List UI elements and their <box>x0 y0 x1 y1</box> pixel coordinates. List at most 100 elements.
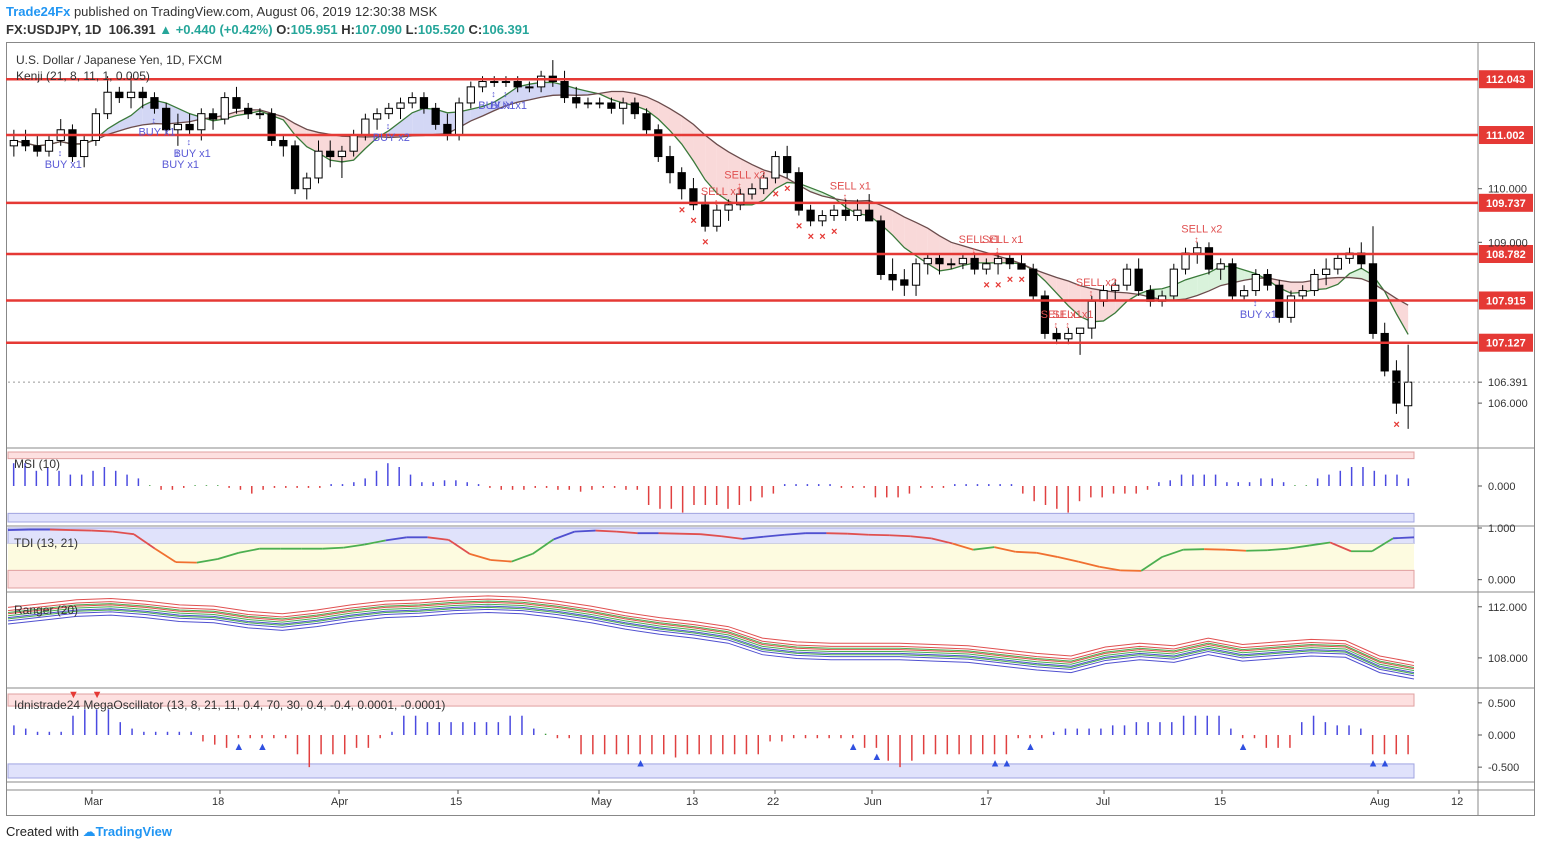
candle <box>759 177 768 190</box>
candle <box>1239 290 1249 297</box>
candle <box>454 102 464 136</box>
candle <box>68 129 77 158</box>
candle <box>1134 268 1143 292</box>
candle <box>958 257 968 265</box>
kenji-bull-fill <box>1208 266 1221 291</box>
sell-signal-label: SELL x1 <box>1052 309 1093 321</box>
tdi-pane[interactable]: 0.000 1.000 <box>6 523 1535 593</box>
msi-overbought-zone <box>7 451 1415 460</box>
low-label: L: <box>405 22 418 37</box>
tdi-line-segment <box>553 530 575 541</box>
price-tick-label: 109.000 <box>1488 237 1528 249</box>
main-price-pane[interactable]: 112.043 111.002 109.737 108.782 107.915 107.1… <box>6 60 1533 431</box>
tdi-line-segment <box>1246 549 1268 552</box>
tdi-line-segment <box>742 535 764 540</box>
tdi-label: TDI (13, 21) <box>14 536 78 550</box>
brand-link[interactable]: Trade24Fx <box>6 4 71 19</box>
candle <box>173 123 183 131</box>
tradingview-link[interactable]: TradingView <box>95 824 172 839</box>
time-axis[interactable]: Mar 18 Apr 15 May 13 22 Jun 17 Jul 15 Aug 12 <box>6 789 1535 808</box>
kenji-bear-fill <box>681 115 694 162</box>
time-tick-label: 15 <box>450 796 462 808</box>
chart-area[interactable]: 112.043 111.002 109.737 108.782 107.915 107.1… <box>6 42 1535 816</box>
kenji-bull-fill <box>810 187 823 196</box>
candle <box>665 156 675 174</box>
tdi-line-segment <box>889 534 911 538</box>
candle <box>595 102 604 105</box>
candle <box>935 257 944 265</box>
candle <box>372 113 382 120</box>
signal-arrow-icon: ↕ <box>503 89 508 99</box>
candle <box>466 86 475 104</box>
tdi-line-segment <box>847 532 869 536</box>
tdi-line-segment <box>1225 548 1247 552</box>
candle <box>150 97 159 109</box>
kenji-bear-fill <box>658 102 670 131</box>
tdi-line-segment <box>658 532 680 535</box>
tdi-line-segment <box>490 559 512 563</box>
kenji-bull-fill <box>1349 268 1362 279</box>
msi-pane[interactable]: 0.000 <box>6 447 1535 527</box>
candle <box>1122 268 1132 286</box>
kenji-bear-fill <box>1115 292 1127 313</box>
kenji-bull-fill <box>505 86 518 106</box>
candle <box>1310 273 1319 292</box>
candle <box>1228 263 1237 297</box>
kenji-indicator-label: Kenji (21, 8, 11, 1, 0.005) <box>16 69 150 83</box>
time-tick-label: Mar <box>84 796 103 808</box>
kenji-bull-fill <box>576 88 588 96</box>
tdi-line-segment <box>532 538 555 555</box>
candle <box>490 81 499 84</box>
sell-signal-label: SELL x1 <box>830 180 871 192</box>
ranger-pane[interactable]: 108.000 112.000 <box>6 595 1535 689</box>
mega-buy-arrow-icon: ▲ <box>1025 741 1036 753</box>
candle <box>900 279 909 286</box>
candle <box>783 156 792 174</box>
candle <box>712 209 721 227</box>
candle <box>747 188 757 195</box>
level-price-label: 109.737 <box>1486 198 1526 210</box>
tdi-line-segment <box>952 542 974 551</box>
candle <box>1263 273 1272 286</box>
tdi-line-segment <box>448 539 471 555</box>
tdi-line-segment <box>784 532 806 536</box>
buy-signal-label: BUY x1 <box>45 159 82 171</box>
candle <box>208 113 218 120</box>
sell-signal-label: SELL x1 <box>701 186 742 198</box>
exit-cross-icon: × <box>1018 274 1024 286</box>
kenji-bear-fill <box>752 164 764 205</box>
exit-cross-icon: × <box>1393 419 1399 431</box>
candle <box>290 145 300 190</box>
kenji-bear-fill <box>623 91 635 106</box>
chart-svg[interactable]: 112.043 111.002 109.737 108.782 107.915 107.1… <box>6 42 1535 816</box>
candle <box>970 257 979 270</box>
candle <box>1017 263 1026 270</box>
signal-arrow-icon: ↕ <box>1253 298 1258 308</box>
candle <box>642 113 651 131</box>
tdi-line-segment <box>112 530 135 536</box>
ranger-lower-line <box>7 605 1415 674</box>
open-value: 105.951 <box>290 22 338 37</box>
time-tick-label: Jul <box>1096 796 1110 808</box>
time-tick-label: 18 <box>212 796 224 808</box>
sell-signal-label: SELL x2 <box>1181 223 1222 235</box>
high-value: 107.090 <box>354 22 402 37</box>
tdi-line-segment <box>1057 556 1079 563</box>
signal-arrow-icon: ↕ <box>175 148 180 158</box>
signal-arrow-icon: ↕ <box>1054 320 1059 330</box>
tradingview-logo-icon: ☁ <box>82 824 96 839</box>
exit-cross-icon: × <box>679 204 685 216</box>
time-tick-label: May <box>591 796 612 808</box>
sell-signal-label: SELL x1 <box>982 234 1023 246</box>
ranger-tick-label: 108.000 <box>1488 653 1528 665</box>
tdi-line-segment <box>931 537 953 545</box>
msi-oversold-zone <box>7 512 1415 523</box>
time-tick-label: 17 <box>980 796 992 808</box>
kenji-bull-fill <box>1185 276 1198 299</box>
ranger-middle-line <box>7 606 1415 675</box>
candle <box>829 209 839 217</box>
signal-arrow-icon: ↕ <box>972 245 977 255</box>
ranger-upper-line <box>7 598 1415 667</box>
signal-arrow-icon: ↕ <box>1065 320 1070 330</box>
